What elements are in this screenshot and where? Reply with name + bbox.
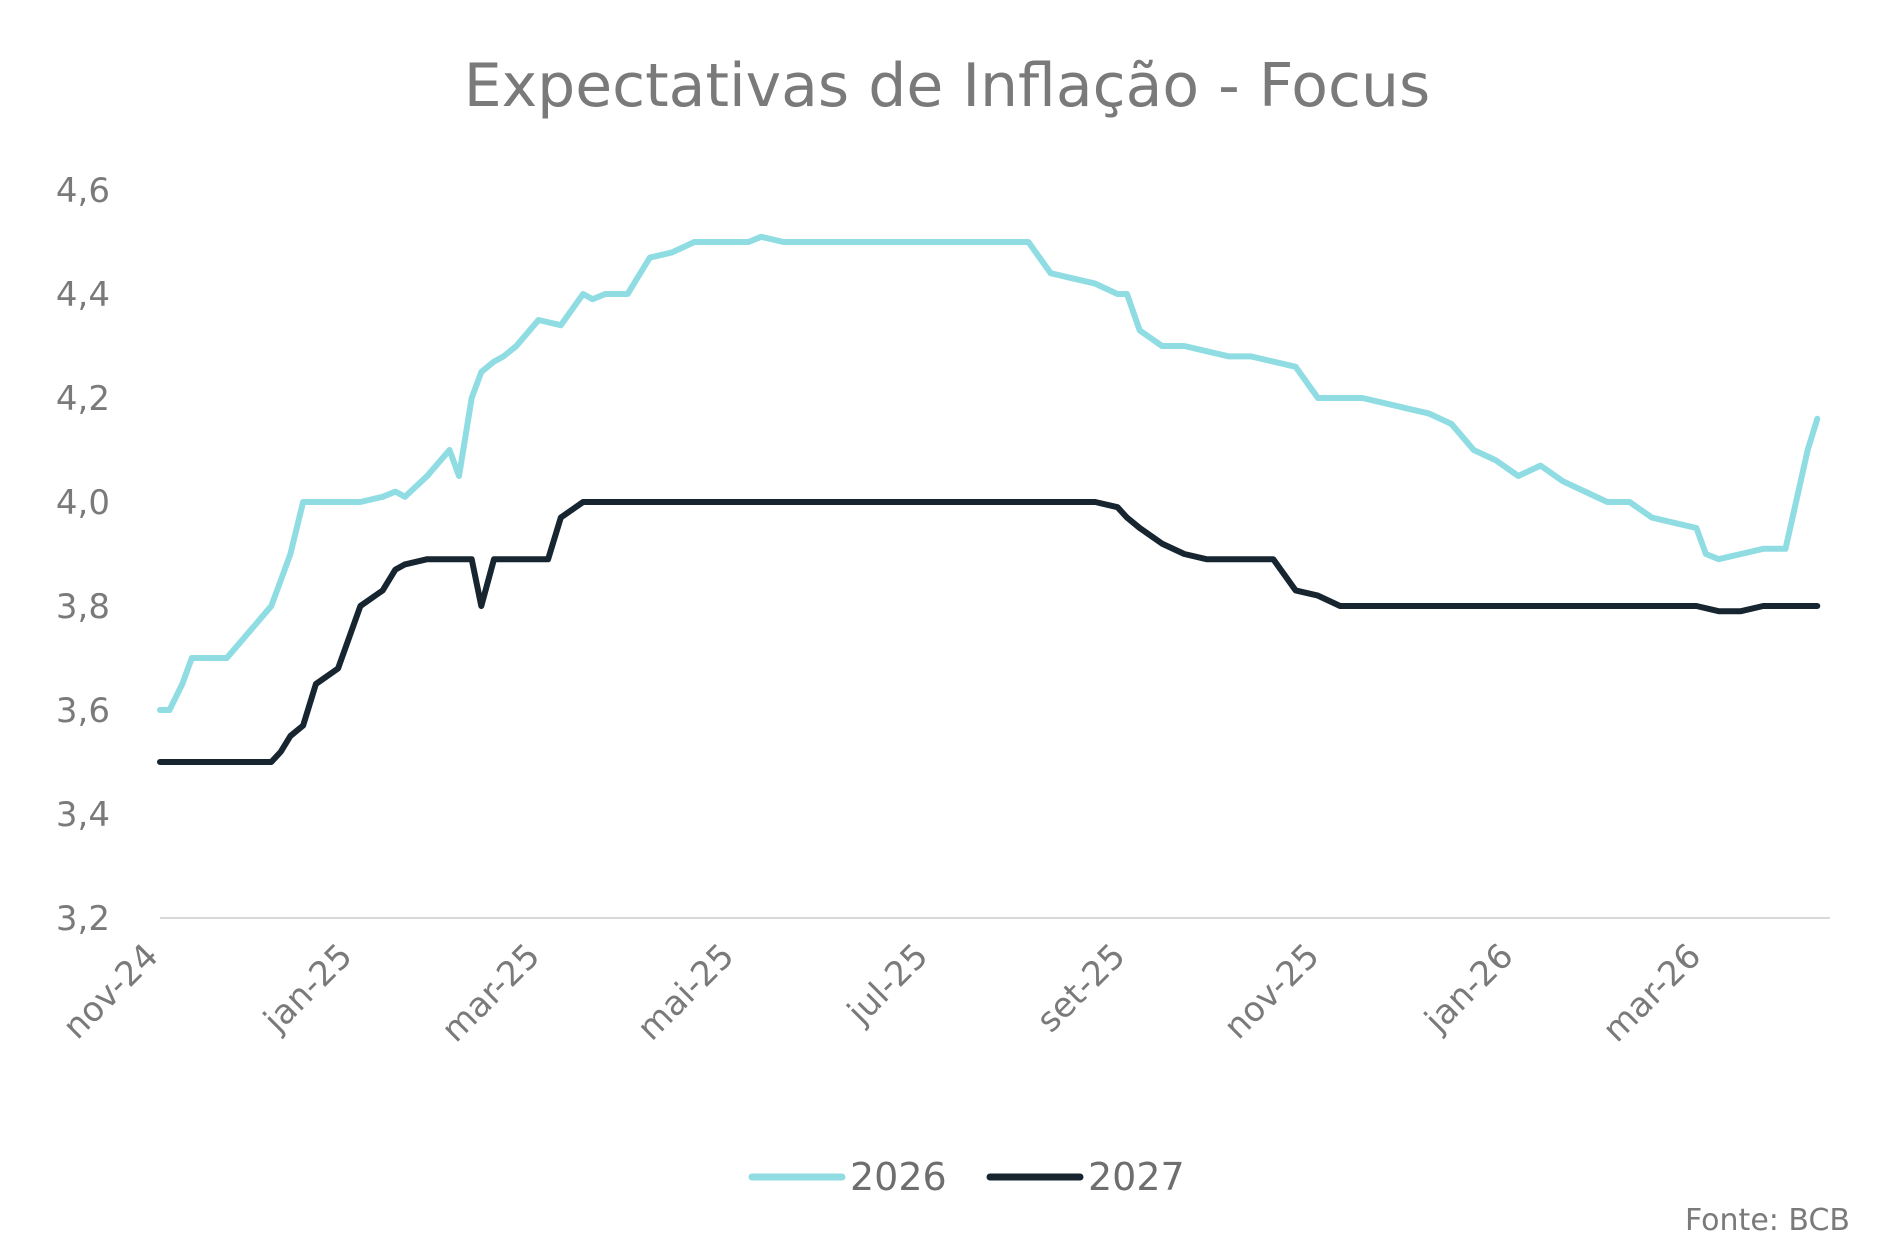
y-tick-label: 4,2 [56,379,110,419]
y-tick-label: 4,4 [56,275,110,315]
y-tick-label: 4,0 [56,483,110,523]
source-note: Fonte: BCB [1685,1203,1850,1236]
legend-label-2026: 2026 [850,1155,947,1199]
y-tick-label: 4,6 [56,171,110,211]
series-line-2026 [157,233,1821,713]
x-tick-label: mai-25 [630,936,742,1048]
y-tick-label: 3,6 [56,691,110,731]
x-tick-label: jul-25 [839,936,936,1033]
series-layer [157,233,1821,765]
y-tick-label: 3,2 [56,899,110,939]
y-axis-ticks: 4,6 4,4 4,2 4,0 3,8 3,6 3,4 3,2 [56,171,110,939]
x-tick-label: nov-25 [1216,936,1327,1047]
x-tick-label: jan-26 [1417,936,1522,1041]
chart-title: Expectativas de Inflação - Focus [464,51,1430,121]
y-tick-label: 3,8 [56,587,110,627]
y-tick-label: 3,4 [56,795,110,835]
x-axis-ticks: nov-24 jan-25 mar-25 mai-25 jul-25 set-25 nov-… [55,936,1709,1050]
x-tick-label: nov-24 [55,936,166,1047]
x-tick-label: mar-26 [1595,936,1709,1050]
legend: 2026 2027 [748,1155,1185,1199]
legend-label-2027: 2027 [1088,1155,1185,1199]
x-tick-label: mar-25 [434,936,548,1050]
x-tick-label: jan-25 [255,936,360,1041]
series-line-2027 [157,499,1821,765]
x-tick-label: set-25 [1029,936,1133,1040]
